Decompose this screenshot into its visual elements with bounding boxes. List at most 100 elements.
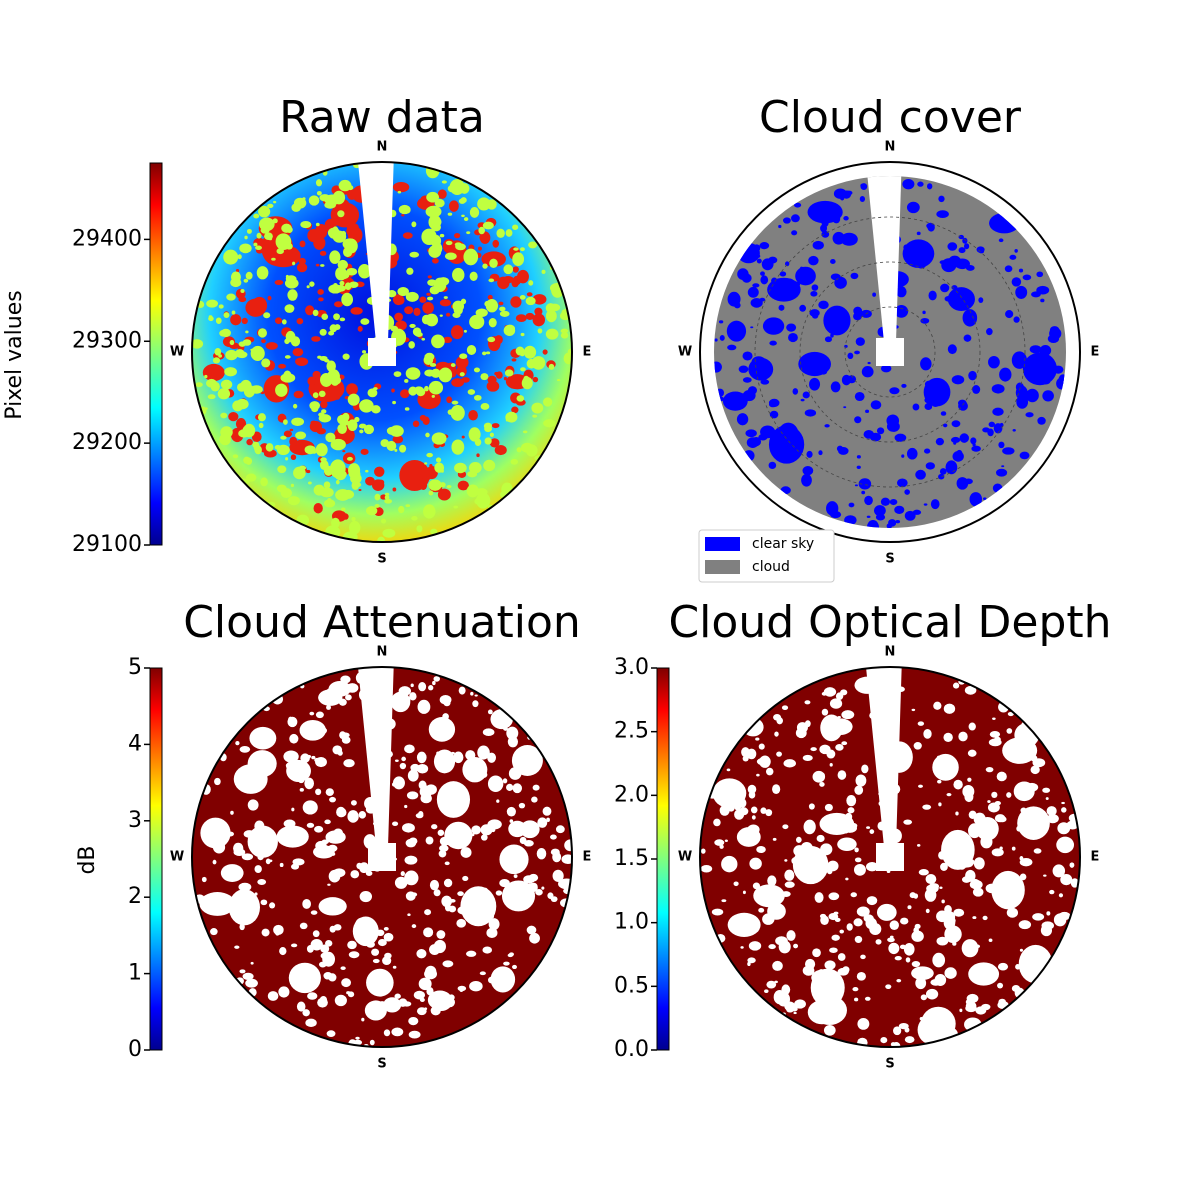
texture-blob: [260, 477, 268, 487]
texture-blob: [943, 915, 956, 930]
texture-blob: [283, 419, 288, 425]
texture-blob: [889, 920, 899, 931]
texture-blob: [438, 367, 453, 383]
texture-blob: [837, 770, 847, 780]
texture-blob: [920, 994, 927, 1001]
texture-blob: [896, 286, 907, 298]
texture-blob: [220, 864, 244, 882]
texture-blob: [523, 840, 534, 847]
texture-blob: [846, 923, 853, 931]
texture-blob: [845, 877, 849, 881]
texture-blob: [791, 281, 801, 288]
texture-blob: [864, 996, 871, 1001]
texture-blob: [253, 242, 258, 247]
texture-blob: [901, 454, 905, 458]
texture-blob: [779, 271, 787, 277]
texture-blob: [940, 411, 947, 416]
texture-blob: [511, 745, 543, 776]
texture-blob: [321, 409, 327, 414]
texture-blob: [420, 468, 433, 481]
texture-blob: [724, 839, 728, 843]
texture-blob: [853, 863, 866, 876]
texture-blob: [734, 809, 745, 820]
texture-blob: [809, 377, 821, 391]
texture-blob: [863, 429, 875, 439]
texture-blob: [893, 1026, 902, 1036]
texture-blob: [494, 335, 503, 345]
texture-blob: [393, 371, 402, 377]
texture-blob: [519, 295, 526, 300]
texture-blob: [473, 394, 482, 401]
texture-blob: [218, 354, 223, 358]
texture-blob: [287, 496, 300, 506]
texture-blob: [295, 357, 309, 366]
texture-blob: [336, 807, 347, 818]
texture-blob: [759, 297, 766, 302]
texture-blob: [367, 388, 378, 398]
texture-blob: [454, 242, 462, 247]
texture-blob: [558, 878, 572, 890]
texture-blob: [245, 457, 253, 465]
texture-blob: [486, 927, 498, 939]
texture-blob: [290, 454, 297, 461]
texture-blob: [925, 908, 930, 914]
mask-square: [368, 843, 396, 871]
colorbar: [656, 667, 670, 1051]
texture-blob: [437, 488, 451, 501]
texture-blob: [365, 476, 375, 486]
texture-blob: [741, 747, 750, 758]
texture-blob: [560, 332, 569, 339]
texture-blob: [261, 358, 271, 368]
texture-blob: [192, 339, 204, 349]
texture-blob: [329, 796, 336, 803]
texture-blob: [958, 731, 968, 742]
texture-blob: [334, 395, 340, 400]
texture-blob: [409, 323, 416, 328]
texture-blob: [760, 807, 767, 814]
texture-blob: [936, 755, 942, 759]
texture-blob: [306, 945, 314, 953]
texture-blob: [821, 708, 829, 716]
texture-blob: [861, 490, 866, 495]
texture-blob: [462, 756, 488, 783]
texture-blob: [925, 874, 937, 885]
texture-blob: [808, 255, 819, 266]
texture-blob: [446, 396, 453, 404]
compass-label: N: [885, 140, 896, 155]
texture-blob: [482, 263, 488, 269]
texture-blob: [896, 478, 908, 488]
texture-blob: [226, 831, 234, 837]
texture-blob: [448, 905, 457, 913]
texture-blob: [846, 794, 857, 807]
texture-blob: [487, 336, 496, 343]
texture-blob: [772, 837, 777, 841]
colorbar-tick-label: 5: [128, 655, 142, 680]
texture-blob: [801, 473, 812, 487]
texture-blob: [1061, 807, 1067, 813]
texture-blob: [383, 997, 402, 1013]
texture-blob: [503, 264, 514, 275]
texture-blob: [425, 207, 441, 216]
texture-blob: [888, 519, 897, 527]
texture-blob: [257, 854, 264, 861]
texture-blob: [965, 264, 975, 271]
texture-blob: [201, 876, 207, 883]
texture-blob: [828, 892, 840, 901]
texture-blob: [1061, 801, 1065, 805]
texture-blob: [523, 345, 537, 359]
texture-blob: [295, 431, 307, 440]
texture-blob: [1018, 920, 1032, 930]
texture-blob: [880, 1037, 888, 1044]
texture-blob: [460, 197, 467, 204]
texture-blob: [453, 505, 458, 509]
texture-blob: [714, 338, 718, 342]
image-area: [192, 162, 572, 542]
texture-blob: [349, 520, 361, 535]
compass-label: E: [1091, 850, 1100, 865]
texture-blob: [400, 389, 410, 399]
texture-blob: [468, 462, 482, 474]
texture-blob: [968, 722, 976, 731]
texture-blob: [506, 806, 516, 817]
compass-label: S: [885, 1057, 894, 1072]
